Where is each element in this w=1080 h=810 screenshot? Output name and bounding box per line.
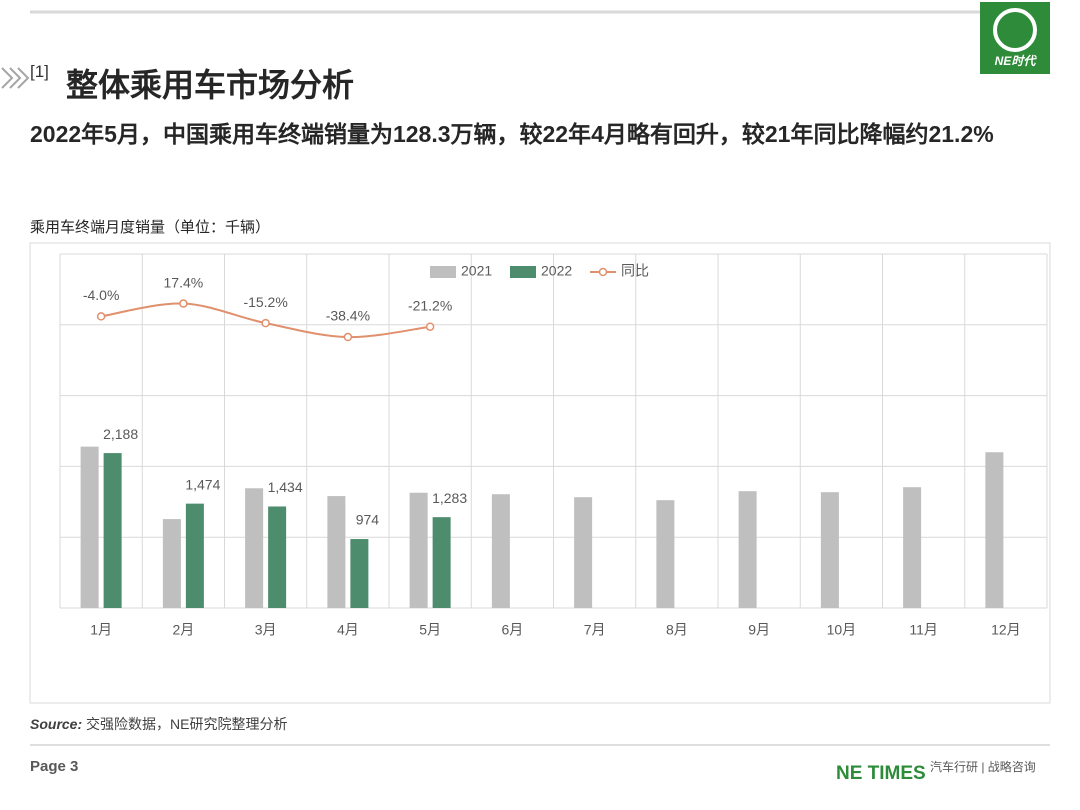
title: 整体乘用车市场分析 [66, 67, 355, 103]
bar [80, 446, 99, 608]
data-label: 1,474 [185, 476, 220, 492]
bar [103, 453, 122, 608]
legend-label: 2021 [461, 263, 492, 279]
legend-swatch-point [598, 267, 608, 277]
bar [738, 491, 757, 608]
bar [985, 452, 1004, 608]
legend-swatch [510, 266, 536, 278]
bar [432, 517, 451, 608]
data-label: 1,283 [432, 490, 467, 506]
logo-mark [993, 8, 1037, 52]
bar [185, 503, 204, 608]
line-point [96, 312, 106, 321]
bar [903, 487, 922, 608]
bar [656, 500, 675, 608]
x-tick-label: 10月 [827, 622, 857, 638]
source: Source: 交强险数据，NE研究院整理分析 [30, 714, 287, 734]
data-label: -21.2% [408, 297, 452, 313]
legend-label: 同比 [621, 263, 649, 279]
x-tick-label: 12月 [991, 622, 1021, 638]
legend-swatch [430, 266, 456, 278]
logo-box [980, 2, 1050, 74]
x-tick-label: 3月 [255, 622, 277, 638]
data-label: 974 [356, 512, 380, 528]
x-tick-label: 5月 [419, 622, 441, 638]
bar [245, 488, 264, 608]
source-text: 交强险数据，NE研究院整理分析 [86, 716, 288, 732]
x-tick-label: 4月 [337, 622, 359, 638]
x-tick-label: 1月 [90, 622, 112, 638]
bar [162, 519, 181, 608]
data-label: -15.2% [243, 294, 287, 310]
page-number: Page 3 [30, 758, 79, 775]
data-label: 1,434 [268, 479, 303, 495]
data-label: -38.4% [326, 308, 370, 324]
source-label: Source: [30, 716, 83, 732]
data-label: 2,188 [103, 426, 138, 442]
data-label: 17.4% [164, 274, 204, 290]
line-point [261, 318, 270, 328]
section-number: [1] [30, 62, 49, 81]
bar [574, 497, 593, 608]
x-tick-label: 2月 [172, 622, 194, 638]
legend-label: 2022 [541, 263, 572, 279]
line-point [425, 322, 435, 331]
bar [327, 496, 346, 608]
x-tick-label: 6月 [501, 622, 523, 638]
line-point [179, 299, 188, 308]
x-tick-label: 11月 [909, 622, 938, 638]
x-tick-label: 7月 [584, 622, 606, 638]
chart-frame [29, 242, 1051, 704]
bar [491, 494, 510, 608]
bar [409, 492, 428, 608]
bar [268, 506, 287, 608]
chart-title: 乘用车终端月度销量（单位：千辆） [30, 219, 271, 236]
chevrons [1, 67, 30, 89]
bar [350, 539, 369, 608]
logo-text: NE时代 [995, 54, 1038, 68]
brand: NE TIMES [836, 763, 926, 784]
data-label: -4.0% [83, 287, 120, 303]
x-tick-label: 9月 [748, 622, 770, 638]
bar [820, 492, 839, 608]
subtitle: 2022年5月，中国乘用车终端销量为128.3万辆，较22年4月略有回升，较21… [30, 121, 994, 147]
tagline: 汽车行研 | 战略咨询 [930, 760, 1036, 774]
line-point [343, 332, 353, 342]
x-tick-label: 8月 [666, 622, 688, 638]
